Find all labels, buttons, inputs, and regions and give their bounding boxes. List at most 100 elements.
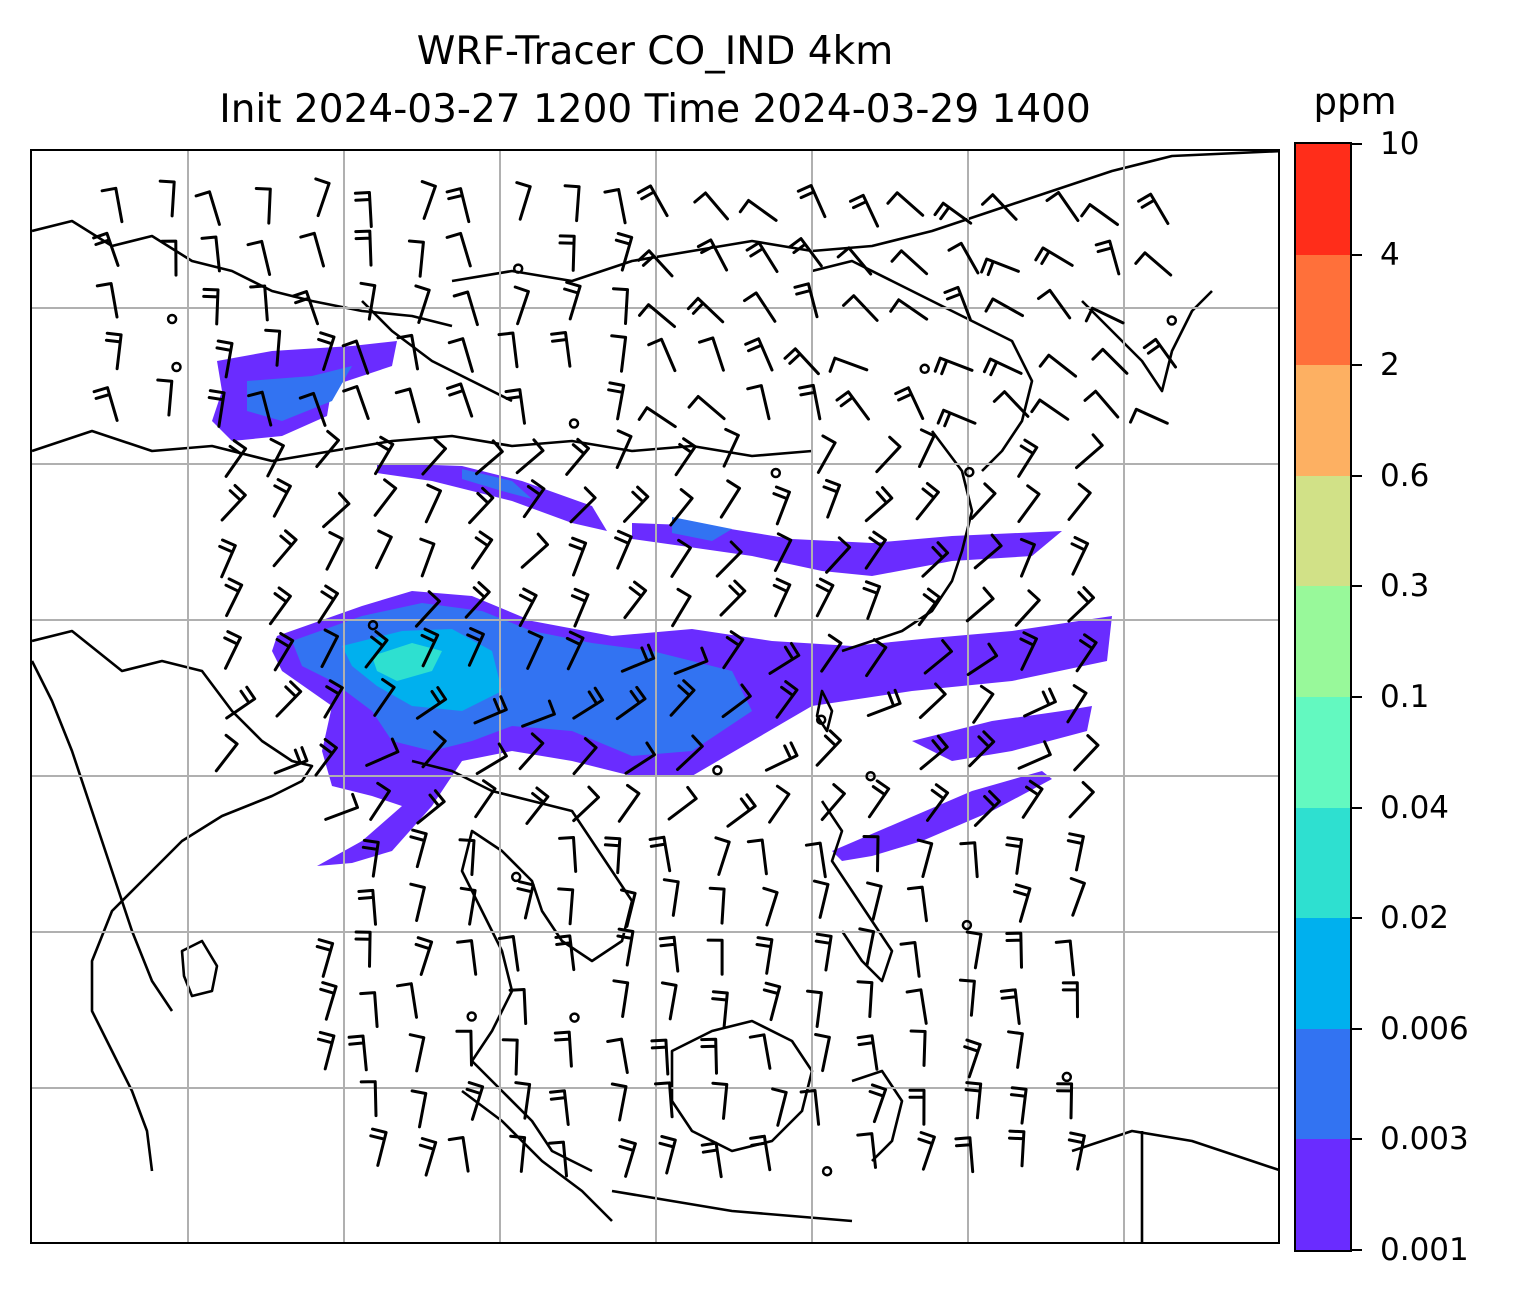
wind-barb bbox=[1034, 246, 1074, 267]
wind-barb bbox=[804, 841, 827, 879]
wind-barb bbox=[973, 533, 1003, 570]
wind-barb bbox=[921, 541, 950, 578]
wind-barb bbox=[1021, 779, 1044, 819]
wind-barb bbox=[933, 201, 973, 225]
wind-barb bbox=[320, 628, 339, 669]
wind-barb bbox=[849, 193, 880, 228]
colorbar-tick-label: 2 bbox=[1380, 347, 1400, 384]
wind-barb bbox=[347, 1034, 368, 1072]
calm-marker bbox=[712, 765, 723, 776]
wind-barb bbox=[341, 339, 370, 375]
wind-barb bbox=[722, 427, 740, 468]
wind-barb bbox=[421, 730, 447, 769]
west-coast bbox=[32, 660, 174, 1012]
wind-barb bbox=[572, 785, 600, 823]
colorbar-tick-label: 10 bbox=[1380, 126, 1420, 162]
wind-barb bbox=[565, 630, 585, 671]
wind-barb bbox=[315, 938, 335, 978]
wind-barb bbox=[268, 586, 292, 626]
colorbar-unit: ppm bbox=[1313, 80, 1397, 123]
wind-barb bbox=[1067, 482, 1092, 521]
wind-barb bbox=[714, 836, 731, 876]
wind-barb bbox=[1142, 337, 1177, 369]
colorbar-segment bbox=[1296, 917, 1350, 1029]
wind-barb bbox=[816, 434, 837, 474]
wind-barb bbox=[965, 586, 995, 623]
wind-barb bbox=[992, 390, 1030, 418]
wind-barb bbox=[636, 184, 669, 218]
wind-barb bbox=[474, 779, 497, 819]
wind-barb bbox=[514, 1081, 532, 1120]
wind-barb bbox=[373, 678, 396, 717]
calm-markers bbox=[166, 263, 1178, 1177]
tracer-plumes bbox=[212, 341, 1112, 866]
colorbar-tick bbox=[1352, 806, 1362, 809]
wind-barb bbox=[249, 284, 269, 322]
wind-barb bbox=[317, 331, 336, 371]
wind-barb bbox=[858, 927, 876, 967]
wind-barb bbox=[418, 1137, 438, 1177]
wind-barb bbox=[721, 683, 752, 719]
colorbar-tick bbox=[1352, 474, 1362, 477]
wind-barb bbox=[610, 334, 628, 373]
wind-barb bbox=[396, 333, 419, 371]
wind-barb bbox=[820, 633, 843, 673]
colorbar-segment bbox=[1296, 143, 1350, 255]
wind-barb bbox=[409, 828, 428, 869]
wind-barb bbox=[273, 746, 309, 775]
sumatra bbox=[461, 1089, 613, 1222]
wind-barb bbox=[662, 878, 680, 917]
wind-barbs bbox=[92, 177, 1177, 1179]
wind-barb bbox=[617, 783, 641, 823]
wind-barb bbox=[416, 789, 446, 825]
wind-barb bbox=[968, 730, 996, 768]
wind-barb bbox=[298, 391, 327, 427]
wind-barb bbox=[814, 932, 833, 972]
wind-barb bbox=[194, 190, 221, 226]
wind-barb bbox=[773, 532, 793, 572]
wind-barb bbox=[746, 838, 768, 876]
wind-barb bbox=[669, 488, 694, 527]
wind-barb bbox=[364, 630, 389, 669]
wind-barb bbox=[862, 835, 880, 873]
borneo bbox=[670, 1019, 814, 1153]
wind-barb bbox=[603, 836, 622, 875]
wind-barb bbox=[965, 930, 983, 970]
calm-marker bbox=[821, 1165, 833, 1177]
wind-barb bbox=[471, 530, 494, 570]
colorbar-tick bbox=[1352, 1249, 1362, 1251]
wind-barb bbox=[954, 1136, 975, 1174]
wind-barb bbox=[95, 282, 119, 319]
wind-barb bbox=[473, 695, 508, 725]
wind-barb bbox=[669, 679, 696, 717]
wind-barb bbox=[291, 290, 319, 326]
wind-barb bbox=[806, 989, 823, 1028]
wind-barb bbox=[648, 835, 672, 873]
wind-barb bbox=[1007, 1030, 1024, 1069]
wind-barb bbox=[275, 680, 303, 718]
wind-barb bbox=[746, 384, 771, 421]
wind-barb bbox=[862, 580, 882, 620]
colorbar-tick-label: 0.3 bbox=[1380, 568, 1430, 605]
plume-band-east-core bbox=[672, 517, 732, 541]
malay-peninsula bbox=[471, 1060, 593, 1173]
wind-barb bbox=[365, 737, 400, 767]
wind-barb bbox=[606, 1037, 629, 1074]
wind-barb bbox=[515, 181, 532, 221]
wind-barb bbox=[796, 184, 827, 219]
wind-barb bbox=[772, 577, 792, 618]
calm-marker bbox=[512, 263, 524, 274]
calm-marker bbox=[919, 363, 930, 375]
wind-barb bbox=[603, 188, 627, 225]
wind-barb bbox=[1091, 347, 1129, 375]
wind-barb bbox=[396, 982, 418, 1019]
colorbar-tick bbox=[1352, 917, 1362, 920]
wind-barb bbox=[1075, 633, 1098, 673]
colorbar-tick-label: 0.001 bbox=[1380, 1232, 1469, 1268]
wind-barb bbox=[623, 580, 648, 620]
wind-barb bbox=[419, 537, 436, 578]
wind-barb bbox=[647, 337, 677, 373]
colorbar-tick bbox=[1352, 143, 1362, 145]
korea-japan bbox=[1081, 290, 1213, 393]
wind-barb bbox=[815, 577, 835, 618]
